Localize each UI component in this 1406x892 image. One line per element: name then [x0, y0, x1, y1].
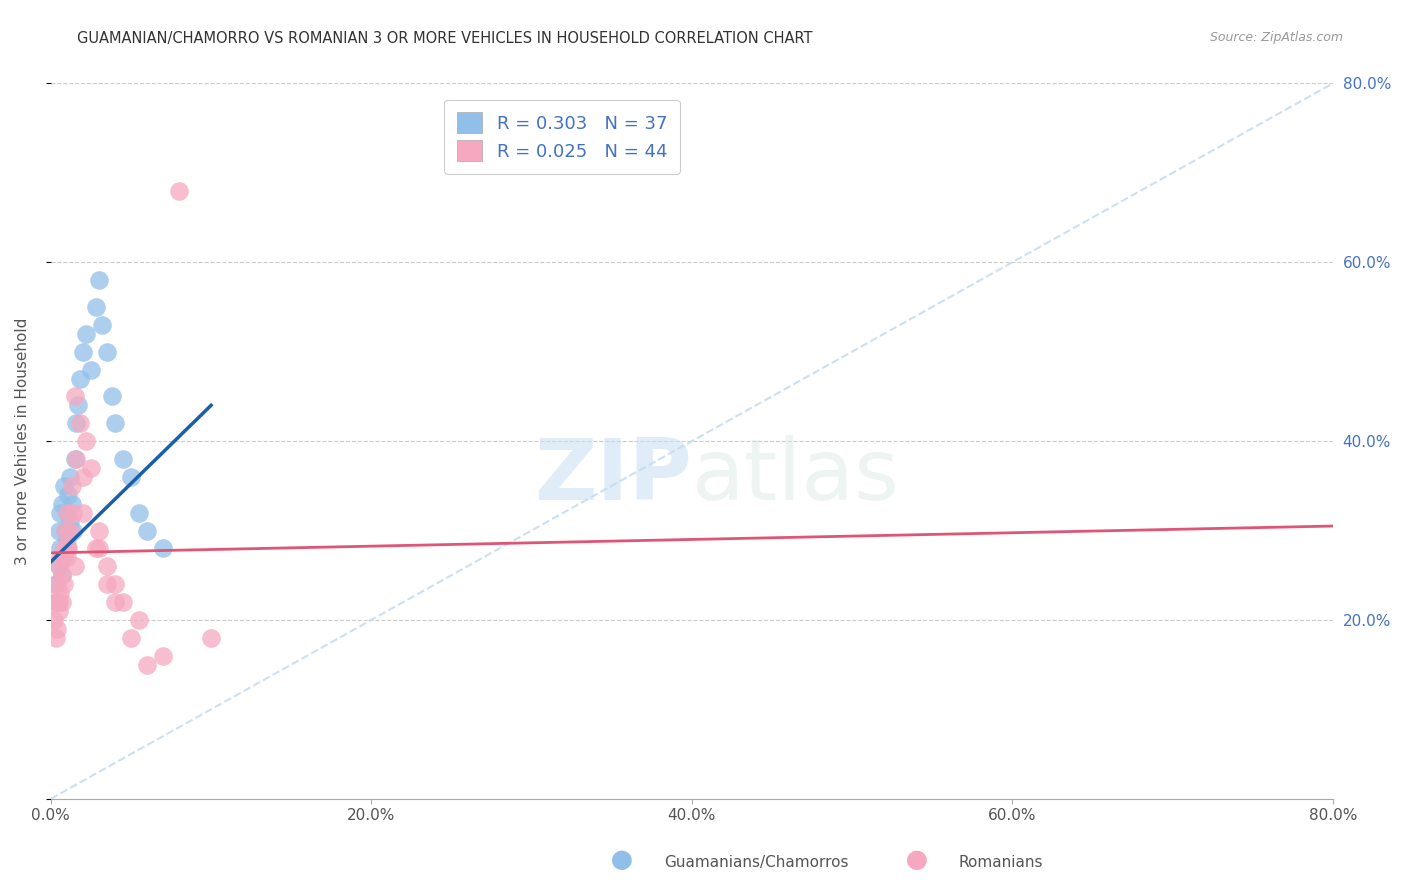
- Point: [91, 318, 114, 332]
- Point: [56, 541, 79, 556]
- Point: [46, 577, 69, 591]
- Point: [48, 595, 70, 609]
- Point: [152, 648, 174, 663]
- Text: Guamanians/Chamorros: Guamanians/Chamorros: [664, 855, 848, 870]
- Point: [48, 604, 70, 618]
- Point: [62, 506, 84, 520]
- Point: [84, 541, 107, 556]
- Point: [104, 416, 127, 430]
- Point: [58, 541, 80, 556]
- Point: [51, 497, 73, 511]
- Point: [65, 416, 87, 430]
- Point: [96, 559, 118, 574]
- Point: [63, 559, 86, 574]
- Point: [167, 184, 190, 198]
- Point: [56, 541, 79, 556]
- Point: [51, 568, 73, 582]
- Point: [63, 452, 86, 467]
- Point: [80, 362, 103, 376]
- Point: [152, 541, 174, 556]
- Point: [120, 470, 142, 484]
- Text: GUAMANIAN/CHAMORRO VS ROMANIAN 3 OR MORE VEHICLES IN HOUSEHOLD CORRELATION CHART: GUAMANIAN/CHAMORRO VS ROMANIAN 3 OR MORE…: [77, 31, 813, 46]
- Point: [60, 479, 83, 493]
- Point: [128, 613, 150, 627]
- Point: [60, 497, 83, 511]
- Point: [59, 524, 82, 538]
- Point: [120, 631, 142, 645]
- Point: [87, 273, 110, 287]
- Point: [56, 506, 79, 520]
- Point: [49, 506, 72, 520]
- Point: [45, 595, 67, 609]
- Point: [67, 398, 90, 412]
- Text: Romanians: Romanians: [959, 855, 1043, 870]
- Point: [104, 595, 127, 609]
- Point: [96, 344, 118, 359]
- Point: [45, 577, 67, 591]
- Point: [96, 577, 118, 591]
- Point: [69, 371, 91, 385]
- Point: [62, 524, 84, 538]
- Point: [51, 595, 73, 609]
- Point: [42, 613, 65, 627]
- Point: [46, 622, 69, 636]
- Point: [56, 533, 79, 547]
- Point: [48, 559, 70, 574]
- Point: [75, 434, 97, 449]
- Point: [72, 470, 94, 484]
- Text: Source: ZipAtlas.com: Source: ZipAtlas.com: [1209, 31, 1343, 45]
- Point: [48, 524, 70, 538]
- Text: ⬤: ⬤: [610, 850, 633, 870]
- Point: [111, 595, 134, 609]
- Point: [49, 586, 72, 600]
- Point: [65, 452, 87, 467]
- Point: [80, 461, 103, 475]
- Point: [58, 488, 80, 502]
- Point: [46, 595, 69, 609]
- Point: [59, 470, 82, 484]
- Point: [87, 541, 110, 556]
- Point: [51, 568, 73, 582]
- Point: [136, 657, 159, 672]
- Point: [72, 344, 94, 359]
- Point: [111, 452, 134, 467]
- Point: [52, 541, 75, 556]
- Point: [45, 631, 67, 645]
- Text: ⬤: ⬤: [905, 850, 928, 870]
- Point: [69, 416, 91, 430]
- Point: [53, 524, 76, 538]
- Point: [75, 326, 97, 341]
- Point: [59, 515, 82, 529]
- Point: [56, 550, 79, 565]
- Point: [52, 479, 75, 493]
- Point: [52, 550, 75, 565]
- Point: [63, 389, 86, 403]
- Point: [87, 524, 110, 538]
- Y-axis label: 3 or more Vehicles in Household: 3 or more Vehicles in Household: [15, 318, 30, 565]
- Text: atlas: atlas: [692, 435, 900, 518]
- Point: [104, 577, 127, 591]
- Point: [49, 550, 72, 565]
- Point: [200, 631, 222, 645]
- Point: [84, 300, 107, 314]
- Point: [48, 559, 70, 574]
- Point: [56, 506, 79, 520]
- Point: [49, 541, 72, 556]
- Legend: R = 0.303   N = 37, R = 0.025   N = 44: R = 0.303 N = 37, R = 0.025 N = 44: [444, 100, 681, 174]
- Point: [128, 506, 150, 520]
- Point: [136, 524, 159, 538]
- Point: [52, 577, 75, 591]
- Point: [100, 389, 122, 403]
- Text: ZIP: ZIP: [534, 435, 692, 518]
- Point: [72, 506, 94, 520]
- Point: [53, 524, 76, 538]
